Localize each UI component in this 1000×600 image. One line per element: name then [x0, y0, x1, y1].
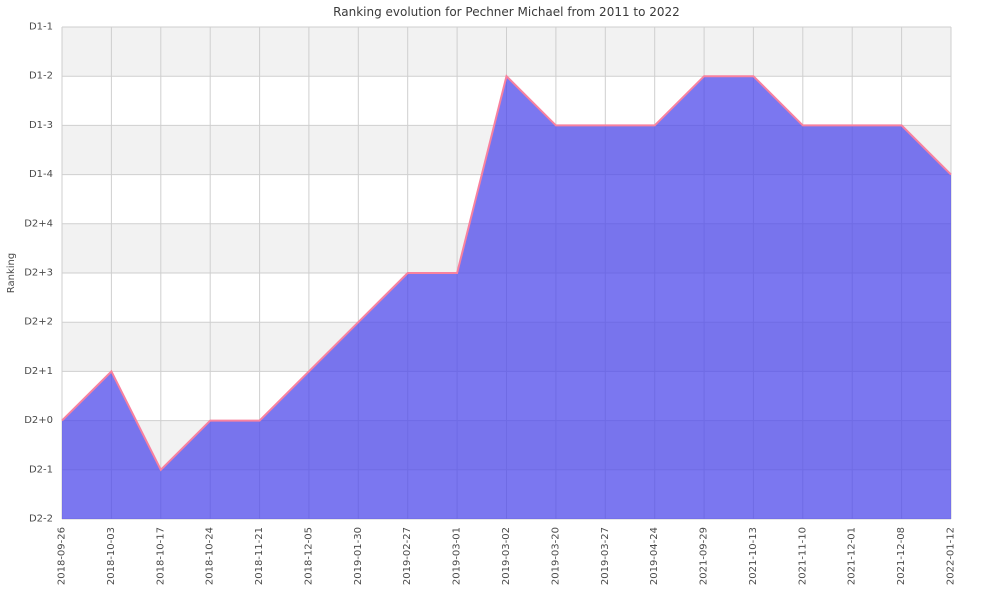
y-tick-label: D1-3	[29, 120, 53, 131]
x-tick-label: 2018-10-03	[106, 527, 117, 585]
x-tick-label: 2019-01-30	[353, 527, 364, 585]
x-tick-label: 2022-01-12	[946, 527, 957, 585]
x-tick-label: 2019-02-27	[402, 527, 413, 585]
x-tick-label: 2019-04-24	[649, 527, 660, 585]
y-tick-label: D2-2	[29, 514, 53, 525]
x-tick-label: 2021-10-13	[748, 527, 759, 585]
x-tick-label: 2019-03-20	[550, 527, 561, 585]
y-axis-label: Ranking	[6, 253, 17, 293]
ranking-area	[62, 76, 951, 519]
x-tick-label: 2018-09-26	[57, 527, 68, 585]
x-tick-label: 2018-10-24	[205, 527, 216, 585]
x-tick-label: 2019-03-02	[501, 527, 512, 585]
y-tick-label: D2+4	[24, 218, 53, 229]
x-tick-label: 2021-11-10	[797, 527, 808, 585]
chart-title: Ranking evolution for Pechner Michael fr…	[333, 5, 680, 19]
y-tick-label: D1-1	[29, 22, 53, 33]
x-tick-label: 2018-10-17	[155, 527, 166, 585]
y-tick-label: D2+3	[24, 268, 53, 279]
y-tick-label: D1-4	[29, 169, 53, 180]
y-tick-label: D2+1	[24, 366, 53, 377]
x-tick-label: 2018-11-21	[254, 527, 265, 585]
x-tick-label: 2019-03-27	[600, 527, 611, 585]
x-tick-label: 2019-03-01	[452, 527, 463, 585]
x-tick-label: 2021-09-29	[699, 527, 710, 585]
y-tick-label: D2+0	[24, 415, 53, 426]
x-tick-label: 2021-12-01	[847, 527, 858, 585]
y-tick-label: D1-2	[29, 71, 53, 82]
x-tick-label: 2021-12-08	[896, 527, 907, 585]
y-tick-label: D2-1	[29, 464, 53, 475]
x-tick-label: 2018-12-05	[303, 527, 314, 585]
ranking-line	[61, 74, 952, 472]
y-tick-label: D2+2	[24, 317, 53, 328]
